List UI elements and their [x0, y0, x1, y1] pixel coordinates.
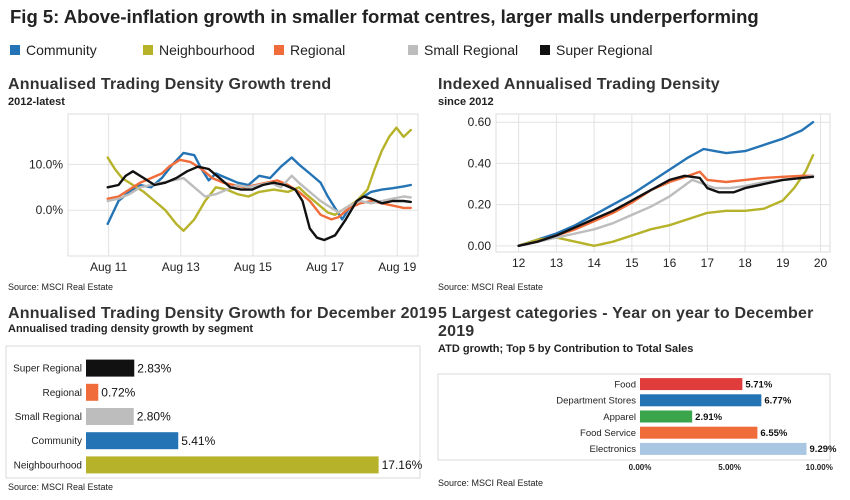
segment-bar-regional — [86, 383, 99, 401]
indexed-series-super-regional — [517, 174, 815, 248]
categories-value-label: 6.77% — [764, 396, 791, 407]
indexed-series-regional — [517, 170, 815, 248]
trend-x-tick-label: Aug 13 — [162, 260, 200, 274]
legend-label-small-regional: Small Regional — [424, 42, 519, 58]
segment-category-label: Regional — [43, 388, 82, 399]
figure-title: Fig 5: Above-inflation growth in smaller… — [10, 6, 759, 27]
categories-category-label: Food — [614, 379, 636, 390]
trend-series-super-regional — [106, 165, 412, 242]
categories-value-label: 5.71% — [745, 379, 772, 390]
indexed-series-community — [517, 120, 815, 248]
segment-chart-source: Source: MSCI Real Estate — [8, 482, 114, 492]
categories-x-tick-label: 5.00% — [718, 463, 741, 472]
legend-swatch-neighbourhood — [143, 45, 153, 55]
indexed-x-tick-label: 17 — [701, 256, 715, 270]
legend-item-super-regional: Super Regional — [540, 42, 653, 58]
segment-chart-title: Annualised Trading Density Growth for De… — [8, 305, 437, 322]
indexed-x-tick-label: 12 — [512, 256, 526, 270]
legend-label-neighbourhood: Neighbourhood — [159, 42, 255, 58]
categories-bar-food-service — [640, 426, 758, 439]
trend-series-neighbourhood — [106, 126, 412, 233]
segment-bar-chart: Super Regional 2.83% Regional 0.72% Small Re… — [5, 345, 423, 479]
legend-swatch-small-regional — [408, 45, 418, 55]
indexed-y-tick-label: 0.00 — [468, 239, 492, 253]
segment-value-label: 2.80% — [137, 410, 171, 424]
categories-value-label: 6.55% — [760, 428, 787, 439]
indexed-y-tick-label: 0.40 — [468, 156, 492, 170]
trend-chart-subtitle: 2012-latest — [8, 96, 65, 108]
segment-category-label: Small Regional — [15, 412, 82, 423]
categories-bar-apparel — [640, 410, 693, 423]
segment-bar-small-regional — [86, 408, 134, 425]
indexed-series-neighbourhood — [517, 154, 815, 248]
indexed-chart-title: Indexed Annualised Trading Density — [438, 76, 720, 93]
segment-value-label: 2.83% — [137, 361, 171, 375]
segment-bar-neighbourhood — [86, 456, 379, 474]
trend-line-chart: Aug 11 Aug 13 Aug 15 Aug 17 Aug 19 0.0% 10.0% — [29, 113, 419, 274]
legend-swatch-regional — [274, 45, 284, 55]
trend-chart-title: Annualised Trading Density Growth trend — [8, 76, 332, 93]
indexed-y-tick-label: 0.60 — [468, 115, 492, 129]
categories-chart-subtitle: ATD growth; Top 5 by Contribution to Tot… — [438, 343, 694, 355]
legend-label-super-regional: Super Regional — [556, 42, 653, 58]
segment-bar-super-regional — [86, 359, 135, 377]
indexed-x-tick-label: 19 — [776, 256, 790, 270]
segment-plot-frame — [5, 345, 421, 479]
categories-value-label: 2.91% — [695, 412, 722, 423]
trend-x-tick-label: Aug 17 — [306, 260, 344, 274]
segment-value-label: 0.72% — [101, 386, 135, 400]
categories-bar-food — [640, 378, 743, 391]
indexed-x-tick-label: 15 — [625, 256, 639, 270]
legend-swatch-community — [10, 45, 20, 55]
trend-x-tick-label: Aug 15 — [234, 260, 272, 274]
legend-item-community: Community — [10, 42, 97, 58]
segment-chart-subtitle: Annualised trading density growth by seg… — [8, 323, 254, 335]
indexed-x-tick-label: 16 — [663, 256, 677, 270]
segment-category-label: Super Regional — [13, 364, 82, 375]
categories-chart-source: Source: MSCI Real Estate — [438, 478, 544, 488]
indexed-x-tick-label: 18 — [738, 256, 752, 270]
legend-item-small-regional: Small Regional — [408, 42, 518, 58]
indexed-x-tick-label: 20 — [814, 256, 828, 270]
legend-item-neighbourhood: Neighbourhood — [143, 42, 255, 58]
legend-item-regional: Regional — [274, 42, 345, 58]
trend-y-tick-label: 0.0% — [36, 203, 64, 217]
segment-category-label: Community — [31, 436, 82, 447]
indexed-x-tick-label: 14 — [587, 256, 601, 270]
segment-category-label: Neighbourhood — [14, 460, 82, 471]
trend-chart-source: Source: MSCI Real Estate — [8, 282, 114, 292]
legend: Community Neighbourhood Regional Small R… — [10, 42, 710, 62]
categories-value-label: 9.29% — [810, 444, 837, 455]
indexed-series-small-regional — [517, 174, 815, 248]
categories-category-label: Apparel — [603, 412, 636, 423]
categories-category-label: Electronics — [590, 444, 637, 455]
categories-bar-department-stores — [640, 394, 762, 407]
segment-value-label: 17.16% — [382, 458, 423, 472]
trend-y-tick-label: 10.0% — [29, 157, 63, 171]
segment-bar-community — [86, 432, 179, 450]
trend-x-tick-label: Aug 11 — [90, 260, 127, 274]
indexed-chart-subtitle: since 2012 — [438, 96, 494, 108]
segment-value-label: 5.41% — [181, 434, 215, 448]
legend-swatch-super-regional — [540, 45, 550, 55]
indexed-chart-source: Source: MSCI Real Estate — [438, 282, 544, 292]
indexed-y-tick-label: 0.20 — [468, 198, 492, 212]
categories-chart-title-line2: 2019 — [438, 323, 475, 340]
categories-category-label: Food Service — [580, 428, 636, 439]
legend-label-community: Community — [26, 42, 97, 58]
categories-category-label: Department Stores — [556, 396, 636, 407]
categories-bar-chart: Food 5.71% Department Stores 6.77% Apparel 2.… — [437, 373, 837, 472]
indexed-line-chart: 12 13 14 15 16 17 18 19 20 0.00 0.20 0.40 0.60 — [468, 113, 831, 270]
indexed-x-tick-label: 13 — [550, 256, 564, 270]
categories-x-tick-label: 0.00% — [629, 463, 652, 472]
categories-chart-title-line1: 5 Largest categories - Year on year to D… — [438, 305, 814, 322]
trend-x-tick-label: Aug 19 — [378, 260, 416, 274]
categories-bar-electronics — [640, 442, 807, 455]
legend-label-regional: Regional — [290, 42, 346, 58]
categories-x-tick-label: 10.00% — [806, 463, 833, 472]
